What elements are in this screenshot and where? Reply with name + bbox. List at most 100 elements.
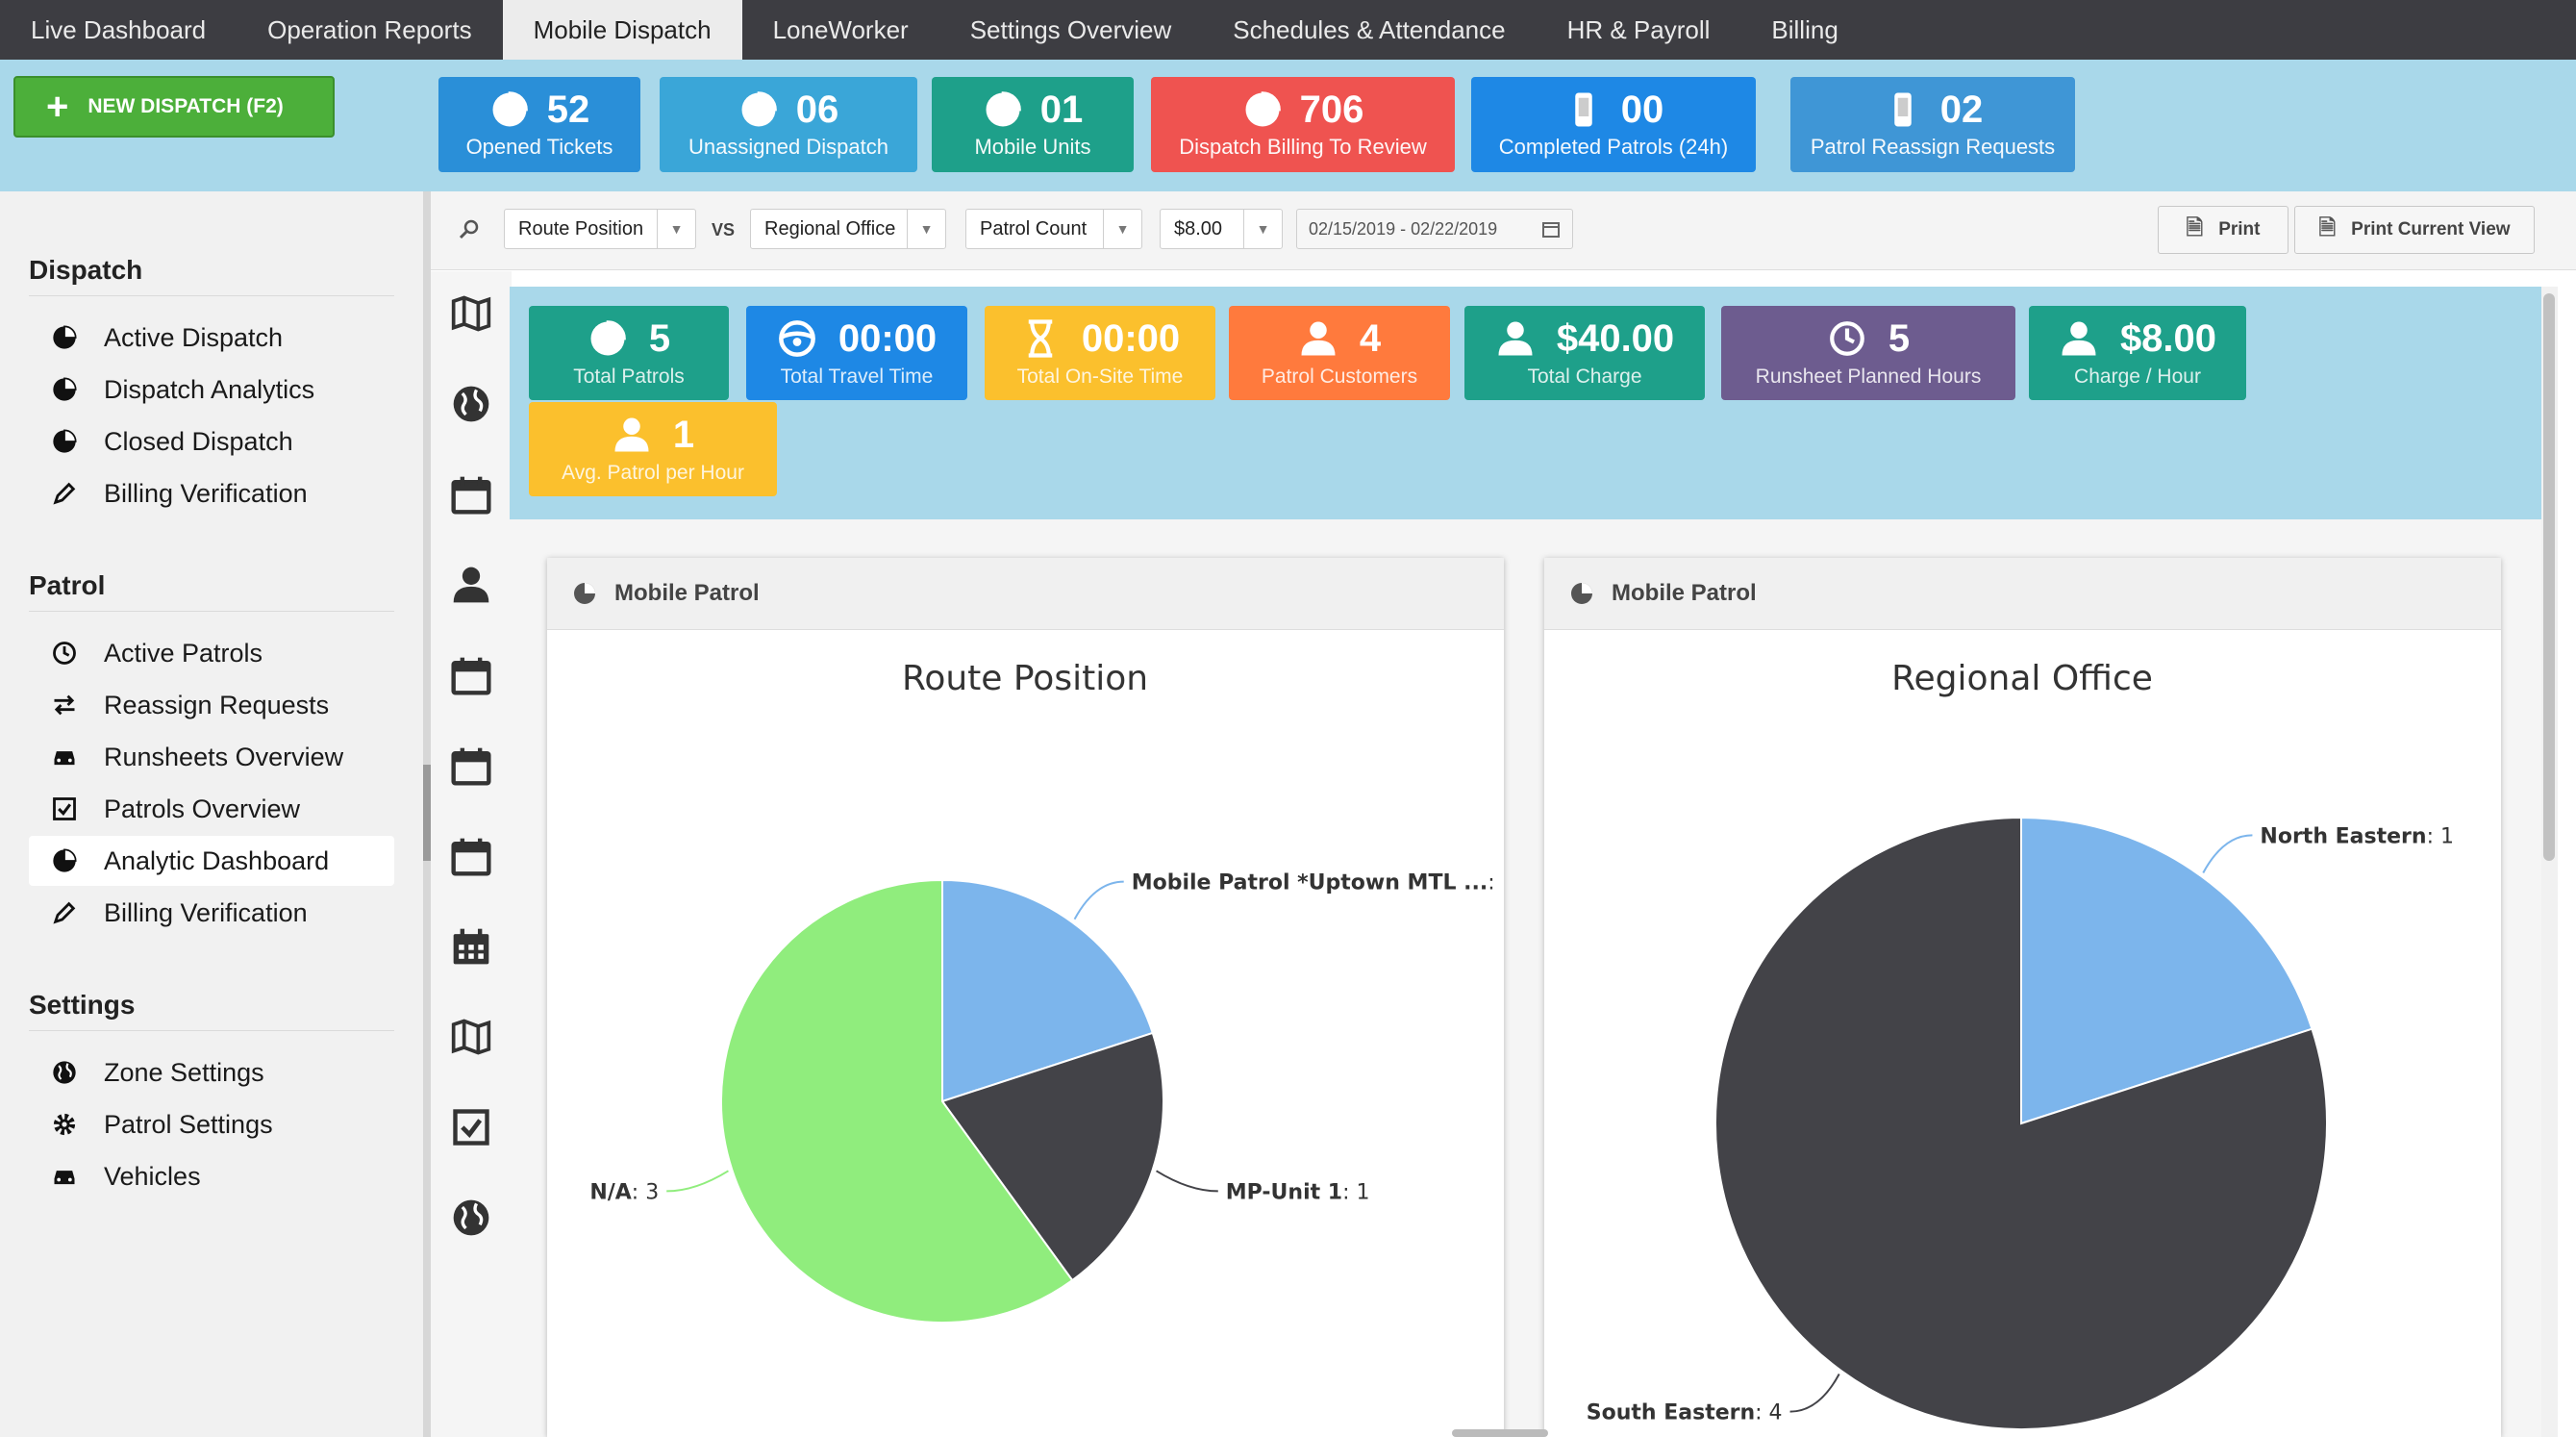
sidebar-item-reassign-requests[interactable]: Reassign Requests: [29, 680, 394, 730]
sidebar-item-closed-dispatch[interactable]: Closed Dispatch: [29, 416, 394, 466]
pie-data-label: North Eastern: 1: [2260, 824, 2454, 848]
pie-data-label: Mobile Patrol *Uptown MTL ...: 1: [1132, 871, 1504, 895]
kpi-card-total-charge[interactable]: $40.00 Total Charge: [1464, 306, 1705, 400]
sidebar-item-icon: [50, 846, 79, 875]
nav-tab-operation-reports[interactable]: Operation Reports: [267, 14, 472, 44]
view-switch-2[interactable]: [450, 473, 492, 516]
stat-card-mobile-units[interactable]: 01 Mobile Units: [932, 77, 1134, 172]
kpi-row: 00:00: [746, 317, 967, 360]
new-dispatch-button[interactable]: + NEW DISPATCH (F2): [13, 76, 335, 138]
top-navigation: Live Dashboard Operation Reports Mobile Di…: [0, 0, 2576, 60]
pie-slice-south-eastern[interactable]: [1714, 816, 2328, 1430]
sidebar-scrollbar-thumb[interactable]: [423, 765, 431, 861]
chart-title: Regional Office: [1891, 659, 2153, 698]
pdf-document-icon: 🗎: [2318, 215, 2337, 240]
sidebar-item-billing-verification[interactable]: Billing Verification: [29, 888, 394, 938]
sidebar-item-patrols-overview[interactable]: Patrols Overview: [29, 784, 394, 834]
view-switch-0[interactable]: [450, 292, 492, 335]
sidebar-item-zone-settings[interactable]: Zone Settings: [29, 1047, 394, 1097]
kpi-row: 5: [1721, 317, 2015, 360]
stat-card-row: 06: [660, 88, 917, 131]
calendar-grid-icon: [453, 928, 489, 965]
pie-chart-icon: [986, 91, 1021, 127]
nav-tab-billing[interactable]: Billing: [1771, 14, 1838, 44]
pie-slice-mp-unit-1[interactable]: [940, 1031, 1164, 1282]
pie-chart-icon: [53, 325, 77, 349]
nav-tab-mobile-dispatch[interactable]: Mobile Dispatch: [502, 0, 742, 60]
view-switch-10[interactable]: [450, 1197, 492, 1239]
stat-value: 706: [1299, 88, 1364, 131]
kpi-row: $8.00: [2029, 317, 2246, 360]
kpi-card-total-travel-time[interactable]: 00:00 Total Travel Time: [746, 306, 967, 400]
sidebar-item-active-patrols[interactable]: Active Patrols: [29, 628, 394, 678]
kpi-card-total-patrols[interactable]: 5 Total Patrols: [529, 306, 729, 400]
nav-tab-settings-overview[interactable]: Settings Overview: [969, 14, 1172, 44]
view-switch-9[interactable]: [450, 1106, 492, 1148]
view-switch-7[interactable]: [450, 925, 492, 968]
stat-card-patrol-reassign-requests[interactable]: 02 Patrol Reassign Requests: [1790, 77, 2075, 172]
nav-tab-loneworker[interactable]: LoneWorker: [772, 14, 909, 44]
regional-office-select[interactable]: Regional Office ▼: [750, 209, 946, 249]
patrol-count-select[interactable]: Patrol Count ▼: [965, 209, 1142, 249]
nav-tab-live-dashboard[interactable]: Live Dashboard: [31, 14, 207, 44]
nav-tab-schedules-attendance[interactable]: Schedules & Attendance: [1233, 14, 1506, 44]
sidebar-item-analytic-dashboard[interactable]: Analytic Dashboard: [29, 836, 394, 886]
sidebar-item-runsheets-overview[interactable]: Runsheets Overview: [29, 732, 394, 782]
kpi-row: $40.00: [1464, 317, 1705, 360]
sidebar-item-billing-verification[interactable]: Billing Verification: [29, 468, 394, 518]
sidebar-item-label: Runsheets Overview: [104, 742, 344, 771]
kpi-card-avg-patrol-per-hour[interactable]: 1 Avg. Patrol per Hour: [529, 402, 777, 496]
nav-tab-hr-payroll[interactable]: HR & Payroll: [1566, 14, 1711, 44]
pie-label-name: Mobile Patrol *Uptown MTL ...: [1132, 871, 1488, 895]
view-switch-1[interactable]: [450, 383, 492, 425]
user-icon: [1301, 321, 1336, 356]
kpi-label: Avg. Patrol per Hour: [562, 462, 744, 484]
view-switch-3[interactable]: [450, 564, 492, 606]
calendar-icon: [451, 657, 491, 695]
pie-slice-n-a[interactable]: [720, 878, 1074, 1324]
kpi-card-charge-hour[interactable]: $8.00 Charge / Hour: [2029, 306, 2246, 400]
map-icon: [451, 1019, 491, 1055]
pie-label-value: : 4: [1755, 1401, 1782, 1425]
print-current-view-button[interactable]: 🗎 Print Current View: [2294, 206, 2535, 254]
main-scrollbar-thumb[interactable]: [2543, 293, 2555, 861]
sidebar-item-icon: [50, 1162, 79, 1191]
regional-office-select-value: Regional Office: [764, 217, 896, 240]
pie-slice-north-eastern[interactable]: [2020, 816, 2313, 1125]
route-position-select[interactable]: Route Position ▼: [504, 209, 696, 249]
search-icon[interactable]: [458, 218, 481, 241]
view-switch-6[interactable]: [450, 835, 492, 877]
stat-card-completed-patrols-24h-[interactable]: 00 Completed Patrols (24h): [1471, 77, 1756, 172]
view-switch-5[interactable]: [450, 744, 492, 787]
globe-icon: [453, 386, 489, 422]
kpi-value: 5: [648, 316, 671, 360]
stat-card-dispatch-billing-to-review[interactable]: 706 Dispatch Billing To Review: [1151, 77, 1455, 172]
sidebar-item-vehicles[interactable]: Vehicles: [29, 1151, 394, 1201]
section-divider: [29, 1030, 394, 1031]
mobile-phone-icon: [1575, 92, 1592, 127]
stat-card-opened-tickets[interactable]: 52 Opened Tickets: [438, 77, 640, 172]
rate-select[interactable]: $8.00 ▼: [1160, 209, 1283, 249]
sidebar-item-icon: [50, 794, 79, 823]
stat-card-unassigned-dispatch[interactable]: 06 Unassigned Dispatch: [660, 77, 917, 172]
print-button[interactable]: 🗎 Print: [2158, 206, 2288, 254]
date-range-input[interactable]: 02/15/2019 - 02/22/2019: [1296, 209, 1573, 249]
view-switch-4[interactable]: [450, 654, 492, 696]
sidebar-item-active-dispatch[interactable]: Active Dispatch: [29, 313, 394, 363]
pie-chart-icon: [53, 377, 77, 401]
kpi-card-runsheet-planned-hours[interactable]: 5 Runsheet Planned Hours: [1721, 306, 2015, 400]
chevron-down-icon: ▼: [1243, 210, 1282, 248]
pdf-document-icon: 🗎: [2186, 215, 2204, 240]
pie-chart-icon: [1571, 583, 1592, 604]
pie-slice-mobile-patrol-uptown-mtl[interactable]: [941, 878, 1155, 1103]
sidebar-item-dispatch-analytics[interactable]: Dispatch Analytics: [29, 365, 394, 415]
view-switch-8[interactable]: [450, 1016, 492, 1058]
sidebar-item-patrol-settings[interactable]: Patrol Settings: [29, 1099, 394, 1149]
user-icon: [453, 567, 489, 603]
kpi-card-total-on-site-time[interactable]: 00:00 Total On-Site Time: [985, 306, 1215, 400]
kpi-label: Charge / Hour: [2074, 366, 2201, 388]
kpi-card-patrol-customers[interactable]: 4 Patrol Customers: [1229, 306, 1450, 400]
kpi-value: 1: [672, 413, 695, 456]
horizontal-scrollbar-thumb[interactable]: [1452, 1429, 1548, 1437]
view-icon-column: [431, 271, 512, 1437]
